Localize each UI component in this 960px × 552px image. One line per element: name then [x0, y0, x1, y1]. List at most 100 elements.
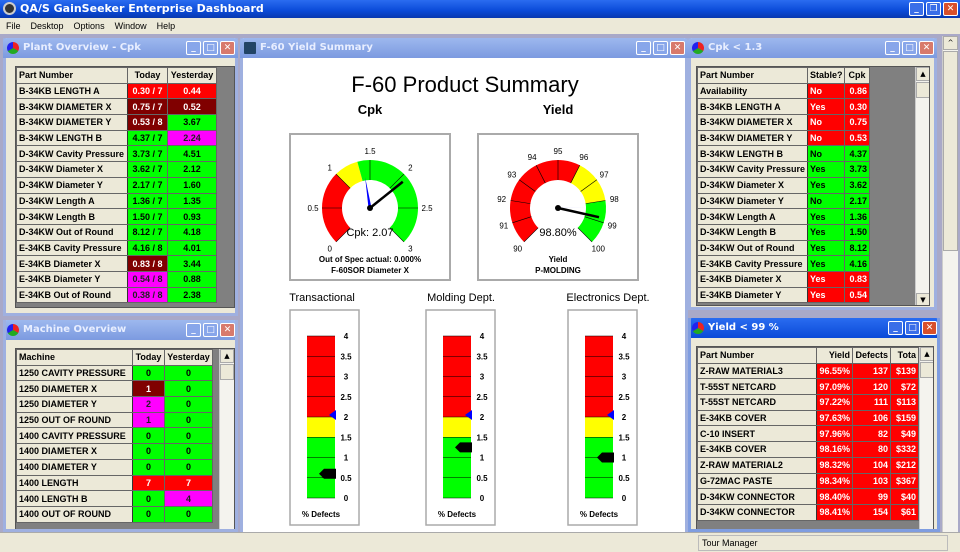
- window-title-bar[interactable]: Yield < 99 % _ □ ✕: [691, 318, 937, 338]
- row-label: D-34KW Length A: [697, 208, 808, 225]
- table-row[interactable]: B-34KW LENGTH B No 4.37: [697, 145, 870, 163]
- column-header[interactable]: Machine: [16, 349, 133, 366]
- table-row[interactable]: D-34KW Cavity Pressure Yes 3.73: [697, 161, 870, 178]
- column-header[interactable]: Part Number: [16, 67, 128, 84]
- close-button[interactable]: ✕: [919, 41, 934, 55]
- menu-file[interactable]: File: [6, 21, 21, 31]
- table-row[interactable]: 1400 CAVITY PRESSURE 0 0: [16, 427, 213, 445]
- maximize-button[interactable]: □: [203, 41, 218, 55]
- table-row[interactable]: E-34KB COVER 98.16% 80 $332: [697, 441, 919, 458]
- table-row[interactable]: T-55ST NETCARD 97.09% 120 $72: [697, 378, 919, 396]
- maximize-button[interactable]: □: [653, 41, 668, 55]
- menu-help[interactable]: Help: [156, 21, 176, 31]
- column-header[interactable]: Yesterday: [167, 67, 217, 84]
- table-row[interactable]: D-34KW Length B Yes 1.50: [697, 223, 870, 241]
- close-button[interactable]: ✕: [220, 41, 235, 55]
- cell: 0: [132, 490, 165, 507]
- maximize-button[interactable]: □: [902, 41, 917, 55]
- column-header[interactable]: Yield: [816, 347, 853, 364]
- table-row[interactable]: B-34KW LENGTH B 4.37 / 7 2.24: [16, 129, 217, 147]
- column-header[interactable]: Cpk: [844, 67, 870, 84]
- table-row[interactable]: B-34KW DIAMETER X No 0.75: [697, 114, 870, 131]
- vertical-scrollbar[interactable]: ▲: [219, 349, 234, 529]
- column-header[interactable]: Today: [132, 349, 165, 366]
- table-row[interactable]: E-34KB Diameter Y Yes 0.54: [697, 286, 870, 304]
- table-row[interactable]: 1400 OUT OF ROUND 0 0: [16, 505, 213, 523]
- table-row[interactable]: E-34KB Out of Round 0.38 / 8 2.38: [16, 286, 217, 304]
- table-row[interactable]: B-34KB LENGTH A 0.30 / 7 0.44: [16, 82, 217, 100]
- minimize-button[interactable]: _: [186, 323, 201, 337]
- table-row[interactable]: D-34KW Diameter X 3.62 / 7 2.12: [16, 161, 217, 178]
- table-row[interactable]: E-34KB Cavity Pressure Yes 4.16: [697, 255, 870, 272]
- table-row[interactable]: B-34KB LENGTH A Yes 0.30: [697, 98, 870, 116]
- table-row[interactable]: D-34KW CONNECTOR 98.40% 99 $40: [697, 488, 919, 505]
- table-row[interactable]: T-55ST NETCARD 97.22% 111 $113: [697, 394, 919, 411]
- maximize-button[interactable]: □: [905, 321, 920, 335]
- table-row[interactable]: D-34KW CONNECTOR 98.41% 154 $61: [697, 503, 919, 521]
- close-button[interactable]: ✕: [670, 41, 685, 55]
- bar-zone: [585, 417, 613, 438]
- menu-options[interactable]: Options: [73, 21, 105, 31]
- minimize-button[interactable]: _: [636, 41, 651, 55]
- desktop-scrollbar[interactable]: ^: [942, 36, 958, 532]
- minimize-button[interactable]: _: [909, 2, 924, 16]
- table-row[interactable]: Z-RAW MATERIAL2 98.32% 104 $212: [697, 456, 919, 474]
- table-row[interactable]: E-34KB Diameter X Yes 0.83: [697, 270, 870, 288]
- menu-desktop[interactable]: Desktop: [30, 21, 64, 31]
- table-row[interactable]: D-34KW Length A 1.36 / 7 1.35: [16, 192, 217, 210]
- column-header[interactable]: Stable?: [807, 67, 845, 84]
- table-row[interactable]: E-34KB Diameter X 0.83 / 8 3.44: [16, 255, 217, 272]
- table-row[interactable]: 1250 OUT OF ROUND 1 0: [16, 411, 213, 429]
- window-title-bar[interactable]: Machine Overview _ □ ✕: [6, 320, 235, 340]
- table-row[interactable]: C-10 INSERT 97.96% 82 $49: [697, 425, 919, 443]
- close-button[interactable]: ✕: [943, 2, 958, 16]
- minimize-button[interactable]: _: [186, 41, 201, 55]
- maximize-button[interactable]: □: [203, 323, 218, 337]
- table-row[interactable]: B-34KW DIAMETER Y 0.53 / 8 3.67: [16, 114, 217, 131]
- minimize-button[interactable]: _: [888, 321, 903, 335]
- table-row[interactable]: 1400 LENGTH 7 7: [16, 474, 213, 492]
- gauge-tick: [512, 216, 532, 224]
- restore-button[interactable]: ❐: [926, 2, 941, 16]
- window-title-bar[interactable]: Cpk < 1.3 _ □ ✕: [688, 38, 937, 58]
- vertical-scrollbar[interactable]: ▲ ▼: [915, 67, 929, 305]
- table-row[interactable]: Availability No 0.86: [697, 82, 870, 100]
- menu-window[interactable]: Window: [114, 21, 147, 31]
- table-row[interactable]: D-34KW Diameter X Yes 3.62: [697, 176, 870, 194]
- cell: 103: [852, 472, 891, 490]
- close-button[interactable]: ✕: [922, 321, 937, 335]
- table-row[interactable]: B-34KW DIAMETER X 0.75 / 7 0.52: [16, 98, 217, 116]
- table-row[interactable]: G-72MAC PASTE 98.34% 103 $367: [697, 472, 919, 490]
- bar-zone: [307, 437, 335, 498]
- table-row[interactable]: E-34KB COVER 97.63% 106 $159: [697, 409, 919, 427]
- window-title-bar[interactable]: Plant Overview - Cpk _ □ ✕: [3, 38, 238, 58]
- table-row[interactable]: D-34KW Cavity Pressure 3.73 / 7 4.51: [16, 145, 217, 163]
- table-row[interactable]: D-34KW Diameter Y 2.17 / 7 1.60: [16, 176, 217, 194]
- table-row[interactable]: D-34KW Diameter Y No 2.17: [697, 192, 870, 210]
- minimize-button[interactable]: _: [885, 41, 900, 55]
- column-header[interactable]: Defects: [852, 347, 891, 364]
- window-title-bar[interactable]: F-60 Yield Summary _ □ ✕: [240, 38, 688, 58]
- table-row[interactable]: Z-RAW MATERIAL3 96.55% 137 $139: [697, 362, 919, 380]
- table-row[interactable]: D-34KW Out of Round Yes 8.12: [697, 239, 870, 257]
- column-header[interactable]: Part Number: [697, 347, 817, 364]
- column-header[interactable]: Yesterday: [164, 349, 213, 366]
- table-row[interactable]: 1250 CAVITY PRESSURE 0 0: [16, 364, 213, 382]
- table-row[interactable]: D-34KW Out of Round 8.12 / 7 4.18: [16, 223, 217, 241]
- close-button[interactable]: ✕: [220, 323, 235, 337]
- column-header[interactable]: Tota: [890, 347, 919, 364]
- column-header[interactable]: Today: [127, 67, 168, 84]
- header-row: Part Number Stable? Cpk: [697, 67, 870, 84]
- table-row[interactable]: E-34KB Cavity Pressure 4.16 / 8 4.01: [16, 239, 217, 257]
- table-row[interactable]: D-34KW Length A Yes 1.36: [697, 208, 870, 225]
- table-row[interactable]: D-34KW Length B 1.50 / 7 0.93: [16, 208, 217, 225]
- vertical-scrollbar[interactable]: ▲: [919, 347, 933, 529]
- table-row[interactable]: B-34KW DIAMETER Y No 0.53: [697, 129, 870, 147]
- column-header[interactable]: Part Number: [697, 67, 808, 84]
- table-row[interactable]: E-34KB Diameter Y 0.54 / 8 0.88: [16, 270, 217, 288]
